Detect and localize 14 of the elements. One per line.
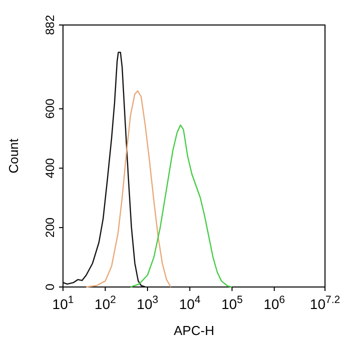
x-tick-label: 10$^{2}$ [94,294,116,312]
x-tick-label: 10$^{3}$ [136,294,158,312]
y-tick-label: 600 [43,98,57,119]
x-tick-label: 10$^{7.2}$ [310,294,340,312]
x-tick-label: 10$^{6}$ [264,294,286,312]
y-tick-label: 400 [43,158,57,178]
x-tick-label: 10$^{1}$ [52,294,74,312]
y-tick-label: 200 [43,217,57,238]
y-tick-label: 882 [43,14,57,36]
y-tick-label: 0 [43,283,57,290]
y-axis-title: Count [6,138,21,174]
x-tick-label: 10$^{4}$ [179,294,201,312]
x-axis-title: APC-H [174,323,214,338]
x-tick-label: 10$^{5}$ [221,294,243,312]
